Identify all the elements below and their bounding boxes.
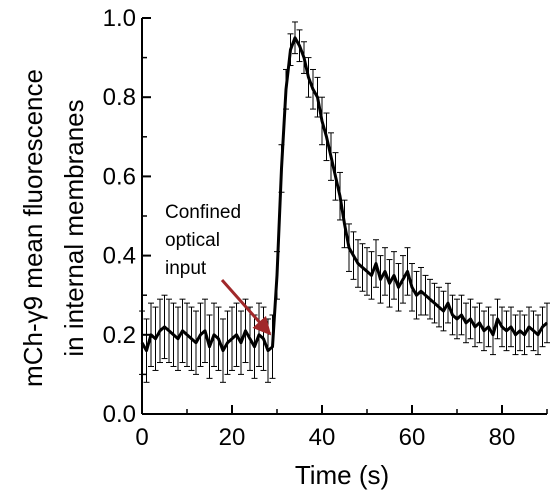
x-tick-label: 80 [489, 424, 516, 451]
y-tick-labels: 0.0 0.2 0.4 0.6 0.8 1.0 [103, 5, 136, 428]
y-tick-label: 0.4 [103, 243, 136, 270]
y-tick-label: 0.6 [103, 163, 136, 190]
x-axis-title: Time (s) [295, 460, 389, 490]
y-tick-label: 0.8 [103, 84, 136, 111]
annotation-line-3: input [165, 258, 207, 279]
x-tick-labels: 0 20 40 60 80 [135, 424, 515, 451]
annotation-line-1: Confined [165, 202, 241, 223]
axes [141, 17, 548, 415]
y-tick-label: 1.0 [103, 5, 136, 32]
series-layer [140, 36, 548, 353]
x-tick-label: 60 [399, 424, 426, 451]
x-tick-label: 0 [135, 424, 148, 451]
y-axis-title-line1: mCh-γ9 mean fluorescence [18, 69, 48, 387]
annotation-line-2: optical [165, 230, 220, 251]
series-line [140, 36, 548, 353]
y-tick-label: 0.2 [103, 322, 136, 349]
x-tick-label: 40 [309, 424, 336, 451]
x-tick-label: 20 [219, 424, 246, 451]
y-axis-title-line2: in internal membranes [59, 99, 89, 356]
y-tick-label: 0.0 [103, 401, 136, 428]
annotation-arrow [220, 279, 272, 336]
